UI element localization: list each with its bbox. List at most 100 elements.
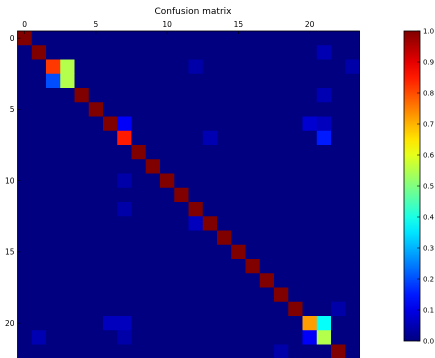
heatmap-cell bbox=[46, 187, 61, 203]
heatmap-cell bbox=[217, 159, 232, 174]
heatmap-cell bbox=[46, 173, 61, 189]
heatmap-cell bbox=[103, 344, 118, 358]
heatmap-cell bbox=[31, 330, 47, 345]
heatmap-cell bbox=[231, 202, 246, 217]
heatmap-cell bbox=[316, 102, 332, 117]
heatmap-cell bbox=[231, 316, 246, 331]
heatmap-cell bbox=[46, 216, 61, 231]
heatmap-cell bbox=[74, 145, 90, 160]
heatmap-cell bbox=[103, 145, 118, 160]
heatmap-cell bbox=[31, 145, 47, 160]
heatmap-cell bbox=[288, 316, 303, 331]
heatmap-cell bbox=[231, 187, 246, 203]
heatmap-cell bbox=[217, 59, 232, 75]
heatmap-cell bbox=[302, 316, 318, 331]
heatmap-cell bbox=[231, 273, 246, 288]
heatmap-cell bbox=[160, 202, 175, 217]
heatmap-cell bbox=[345, 216, 360, 231]
heatmap-cell bbox=[60, 145, 75, 160]
heatmap-cell bbox=[217, 73, 232, 89]
heatmap-cell bbox=[302, 45, 318, 60]
heatmap-cell bbox=[217, 187, 232, 203]
heatmap-cell bbox=[145, 130, 161, 146]
heatmap-cell bbox=[316, 45, 332, 60]
heatmap-cell bbox=[231, 330, 246, 345]
heatmap-cell bbox=[17, 330, 33, 345]
heatmap-cell bbox=[188, 344, 204, 358]
heatmap-cell bbox=[345, 173, 360, 189]
heatmap-cell bbox=[103, 88, 118, 103]
heatmap-cell bbox=[302, 59, 318, 75]
heatmap-cell bbox=[46, 45, 61, 60]
colorbar-tick-label: 0.4 bbox=[423, 214, 435, 222]
heatmap-cell bbox=[131, 31, 147, 46]
heatmap-cell bbox=[345, 45, 360, 60]
heatmap-cell bbox=[145, 45, 161, 60]
heatmap-cell bbox=[60, 88, 75, 103]
heatmap-cell bbox=[259, 173, 275, 189]
heatmap-cell bbox=[231, 287, 246, 303]
heatmap-cell bbox=[188, 173, 204, 189]
heatmap-cell bbox=[202, 230, 218, 246]
x-tick-label: 5 bbox=[93, 20, 98, 29]
heatmap-cell bbox=[274, 88, 289, 103]
heatmap-cell bbox=[117, 130, 132, 146]
heatmap-cell bbox=[259, 287, 275, 303]
heatmap-cell bbox=[117, 31, 132, 46]
heatmap-cell bbox=[331, 73, 346, 89]
heatmap-cell bbox=[217, 230, 232, 246]
heatmap-cell bbox=[188, 301, 204, 317]
heatmap-cell bbox=[145, 330, 161, 345]
heatmap-cell bbox=[331, 88, 346, 103]
heatmap-cell bbox=[345, 259, 360, 274]
heatmap-cell bbox=[188, 273, 204, 288]
heatmap-cell bbox=[274, 344, 289, 358]
heatmap-cell bbox=[245, 102, 261, 117]
heatmap-cell bbox=[117, 301, 132, 317]
heatmap-cell bbox=[145, 145, 161, 160]
heatmap-cell bbox=[274, 316, 289, 331]
heatmap-cell bbox=[60, 102, 75, 117]
colorbar-tick-label: 0.3 bbox=[423, 245, 434, 253]
heatmap-cell bbox=[74, 259, 90, 274]
heatmap-cell bbox=[31, 344, 47, 358]
colorbar-tick-label: 0.7 bbox=[423, 121, 434, 129]
heatmap-cell bbox=[46, 273, 61, 288]
heatmap-cell bbox=[316, 244, 332, 260]
heatmap-cell bbox=[245, 244, 261, 260]
heatmap-cell bbox=[46, 287, 61, 303]
heatmap-cell bbox=[145, 88, 161, 103]
heatmap-cell bbox=[288, 216, 303, 231]
heatmap-cell bbox=[316, 145, 332, 160]
heatmap-cell bbox=[74, 116, 90, 132]
heatmap-cell bbox=[302, 301, 318, 317]
heatmap-cell bbox=[60, 259, 75, 274]
heatmap-cell bbox=[103, 45, 118, 60]
heatmap-cell bbox=[17, 244, 33, 260]
heatmap-cell bbox=[231, 102, 246, 117]
heatmap-cell bbox=[231, 216, 246, 231]
heatmap-cell bbox=[345, 330, 360, 345]
colorbar-tick-label: 0.2 bbox=[423, 276, 434, 284]
heatmap-cell bbox=[345, 230, 360, 246]
heatmap-cell bbox=[74, 59, 90, 75]
heatmap-cell bbox=[131, 244, 147, 260]
heatmap-cell bbox=[17, 216, 33, 231]
heatmap-cell bbox=[202, 130, 218, 146]
heatmap-cell bbox=[245, 31, 261, 46]
heatmap-cell bbox=[60, 344, 75, 358]
heatmap-cell bbox=[117, 244, 132, 260]
heatmap-cell bbox=[231, 88, 246, 103]
heatmap-cell bbox=[31, 45, 47, 60]
heatmap-cell bbox=[302, 187, 318, 203]
heatmap-cell bbox=[302, 273, 318, 288]
heatmap-cell bbox=[245, 187, 261, 203]
heatmap-cell bbox=[74, 159, 90, 174]
heatmap-cell bbox=[188, 187, 204, 203]
heatmap-cell bbox=[259, 202, 275, 217]
heatmap-cell bbox=[174, 244, 189, 260]
heatmap-cell bbox=[202, 187, 218, 203]
heatmap-cell bbox=[288, 330, 303, 345]
heatmap-cell bbox=[117, 116, 132, 132]
heatmap-cell bbox=[46, 73, 61, 89]
